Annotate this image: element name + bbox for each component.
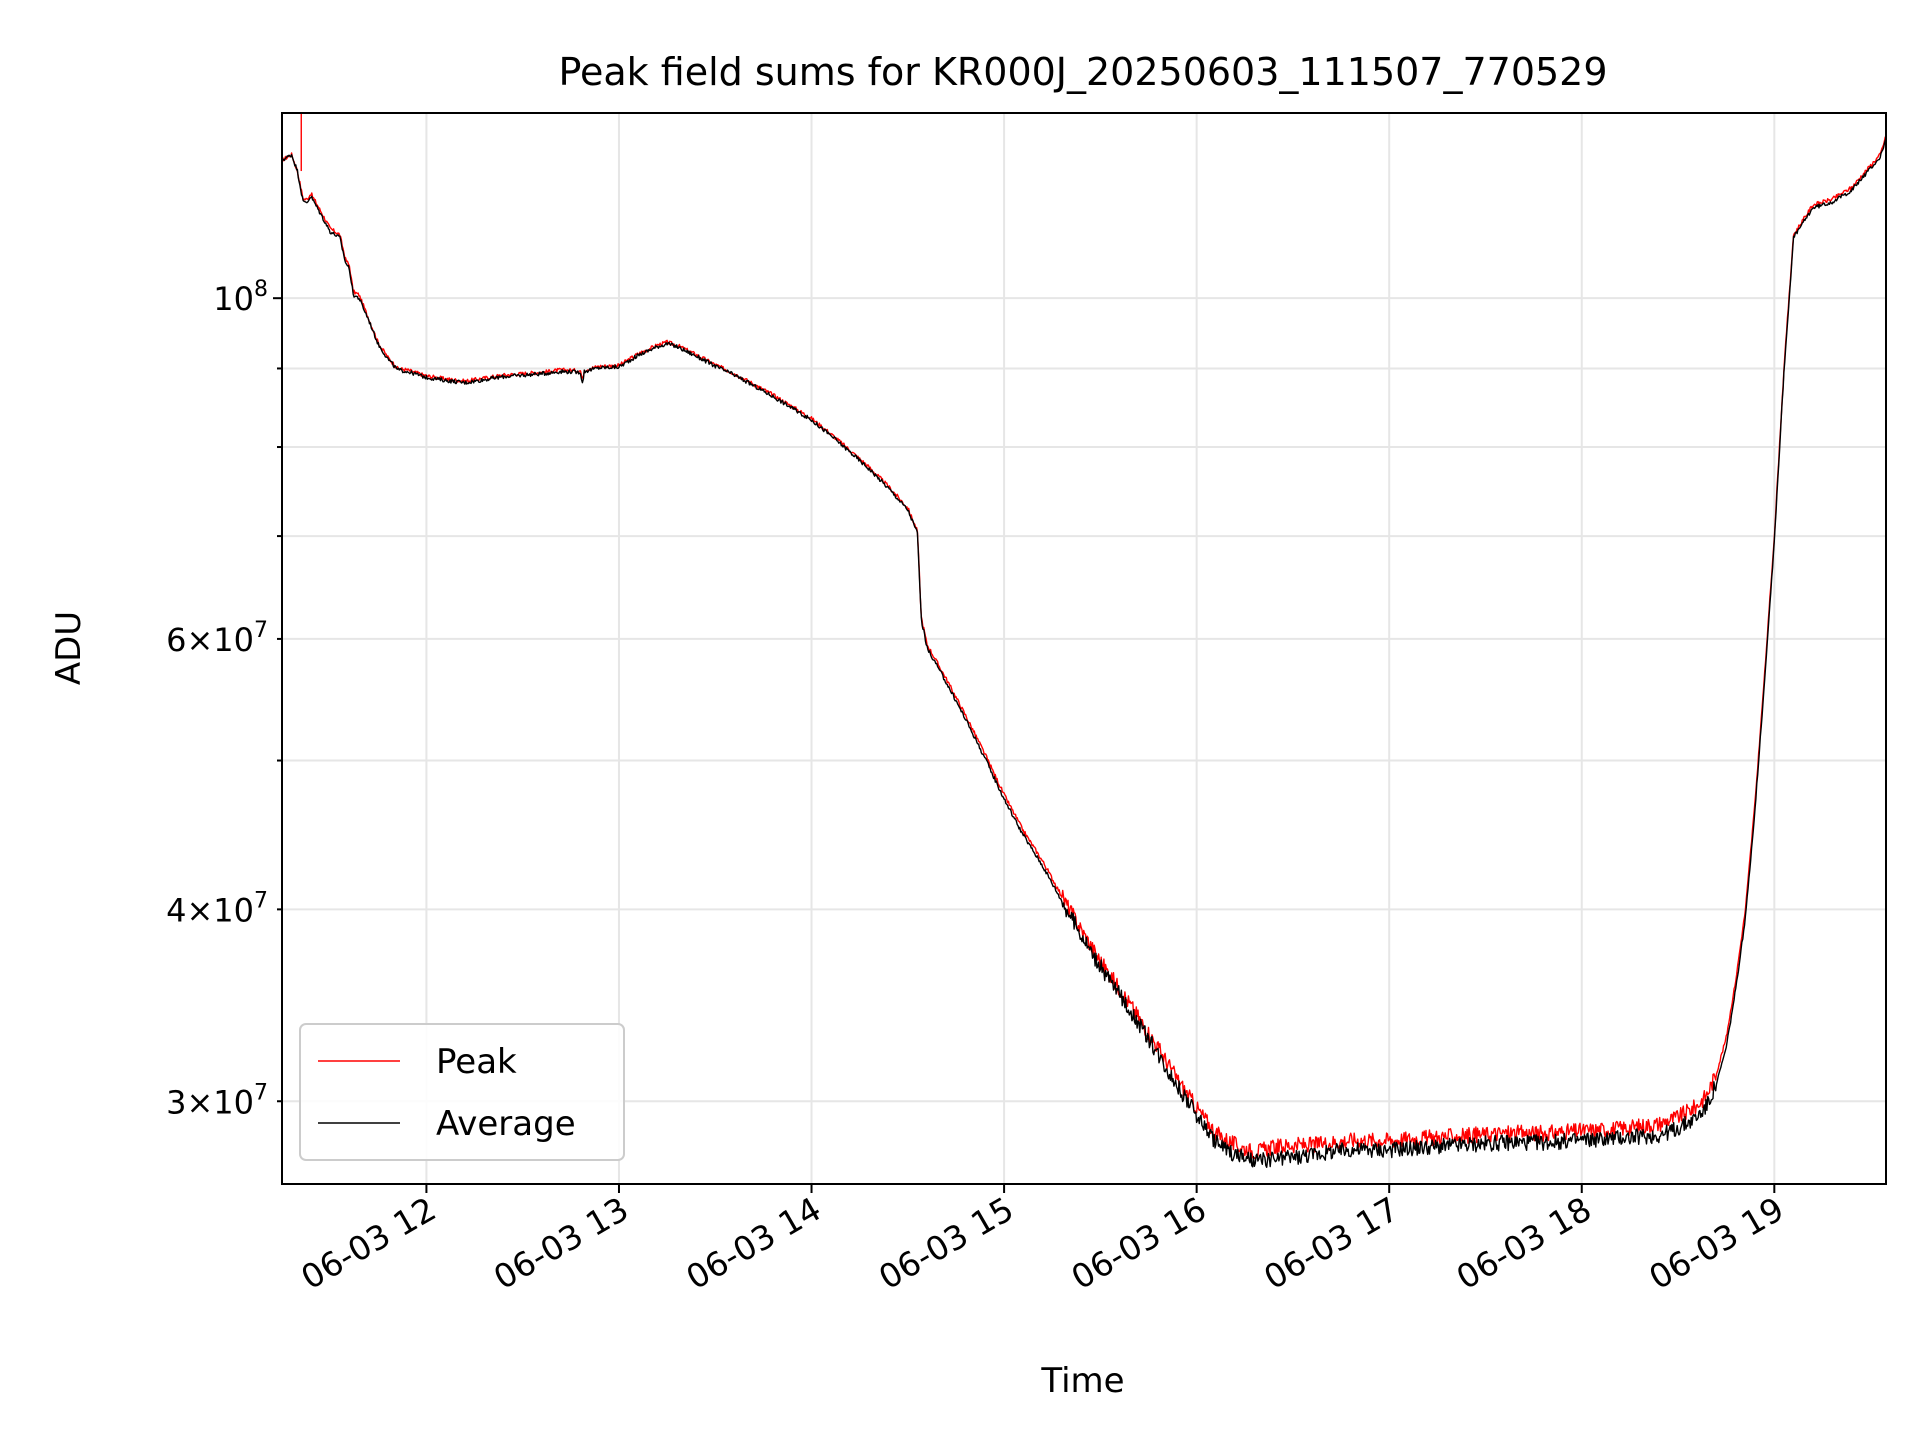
y-tick-label: 4×107 xyxy=(166,888,268,929)
plot-frame xyxy=(281,112,1887,1185)
y-tick-label: 6×107 xyxy=(166,618,268,659)
y-axis-label: ADU xyxy=(49,611,89,685)
legend-label-average: Average xyxy=(436,1104,576,1144)
y-tick-label: 108 xyxy=(213,277,268,318)
legend: Peak Average xyxy=(299,1023,625,1161)
legend-label-peak: Peak xyxy=(436,1042,517,1082)
series-average-line xyxy=(281,138,1887,1169)
chart-title: Peak field sums for KR000J_20250603_1115… xyxy=(558,50,1607,94)
grid xyxy=(282,113,1886,1184)
data-series xyxy=(281,113,1887,1169)
y-tick-label: 3×107 xyxy=(166,1080,268,1121)
x-axis-label: Time xyxy=(1040,1361,1124,1401)
series-peak-line xyxy=(281,135,1887,1161)
legend-box xyxy=(299,1023,625,1161)
